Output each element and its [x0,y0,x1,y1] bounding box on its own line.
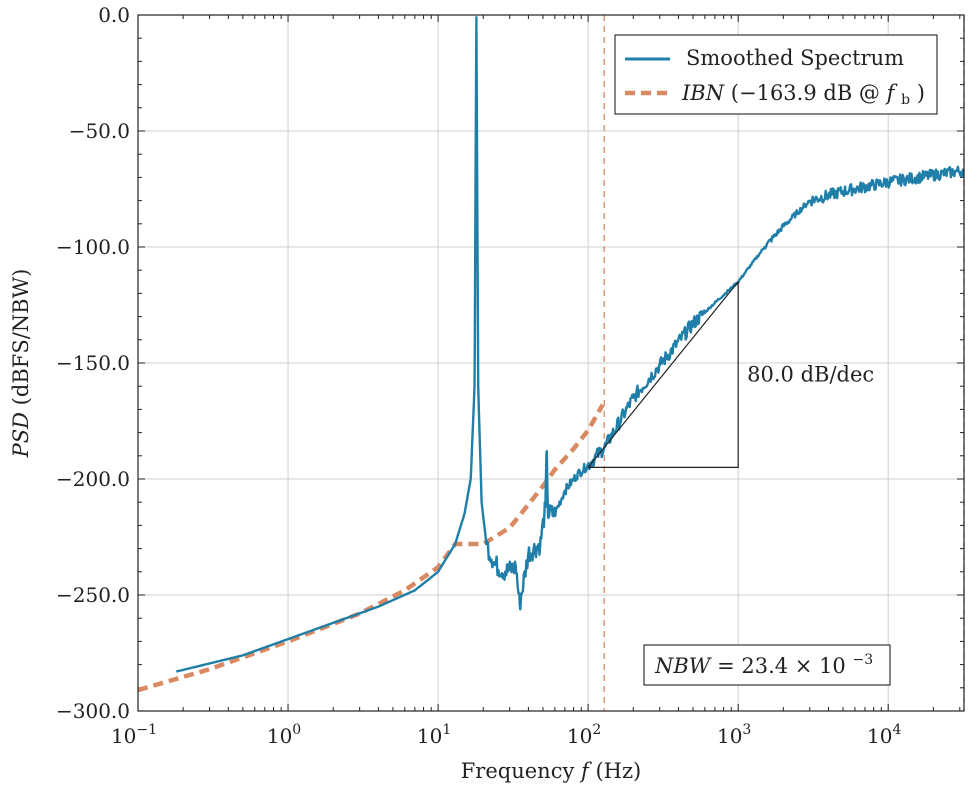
y-tick-label: −200.0 [56,467,130,491]
legend-ibn-rest: (−163.9 dB @ [731,81,887,105]
y-tick-label: −50.0 [69,119,130,143]
y-tick-label: −300.0 [56,699,130,723]
x-tick-label: 103 [717,722,751,748]
x-tick-label: 102 [567,722,601,748]
nbw-exp: −3 [852,652,873,668]
y-tick-label: −150.0 [56,351,130,375]
x-tick-labels: 10−1 100 101 102 103 104 [111,722,902,748]
nbw-label: NBW = 23.4 × 10 −3 [654,652,873,678]
nbw-lhs: NBW [654,654,713,678]
plot-frame [137,14,965,712]
nbw-box [643,644,891,686]
minor-ticks [137,14,964,712]
x-tick-label: 104 [867,722,901,748]
legend-box [614,34,938,115]
nbw-eq: = 23.4 × 10 [717,654,846,678]
x-axis-label-unit: (Hz) [595,759,641,783]
x-axis-label: Frequency f (Hz) [461,759,642,783]
y-tick-labels: 0.0 −50.0 −100.0 −150.0 −200.0 −250.0 −300.0 [56,3,130,723]
y-axis-label-unit: (dBFS/NBW) [9,269,33,406]
legend-ibn-sub: b [901,92,910,108]
legend: Smoothed Spectrum IBN (−163.9 dB @ f b ) [614,34,938,115]
y-axis-label-text: PSD [9,412,33,459]
slope-label: 80.0 dB/dec [747,363,874,387]
legend-ibn-symbol: f [885,81,898,105]
legend-label-smoothed-spectrum: Smoothed Spectrum [686,46,904,70]
legend-ibn-italic: IBN [681,81,725,105]
nbw-annotation: NBW = 23.4 × 10 −3 [643,644,891,686]
series-line-smoothed-spectrum [175,16,965,673]
slope-legs [588,281,739,468]
slope-annotation: 80.0 dB/dec [587,281,874,468]
x-tick-label: 101 [417,722,451,748]
y-tick-label: −250.0 [56,583,130,607]
x-axis-label-symbol: f [579,759,592,783]
x-axis-label-text: Frequency [461,759,575,783]
x-tick-label: 100 [267,722,301,748]
x-tick-label: 10−1 [111,722,157,748]
legend-label-ibn: IBN (−163.9 dB @ f b ) [681,81,925,109]
legend-ibn-close: ) [917,81,925,105]
y-axis-label: PSD (dBFS/NBW) [9,269,33,459]
slope-hypotenuse [587,281,739,468]
y-tick-label: 0.0 [98,3,130,27]
y-tick-label: −100.0 [56,235,130,259]
series-line-ibn [137,403,605,693]
